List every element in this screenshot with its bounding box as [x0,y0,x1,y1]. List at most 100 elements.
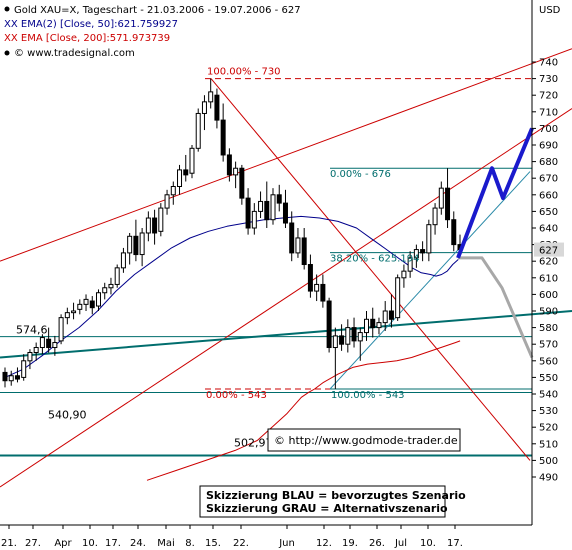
candle-body [120,252,126,269]
candle-body [270,194,276,221]
y-tick-label: 720 [539,91,558,102]
y-tick-label: 680 [539,157,558,168]
chart-title: Gold XAU=X, Tageschart - 21.03.2006 - 19… [14,5,301,16]
candle-body [220,119,226,156]
y-tick-label: 500 [539,456,558,467]
candle-body [114,267,120,285]
candle-body [301,237,307,266]
candle-body [445,187,451,221]
y-tick-label: 530 [539,406,558,417]
candle-body [314,283,320,292]
x-tick-label: 10. [420,538,436,549]
y-tick-label: 650 [539,207,558,218]
header-marker-icon [4,6,10,12]
x-tick-label: 21. [1,538,17,549]
candle-body [388,310,394,320]
candle-body [251,210,257,229]
candle-body [152,217,158,234]
candle-body [276,194,282,204]
candle-body [108,283,114,289]
candle-body [326,300,332,349]
credit-marker-icon [4,50,10,56]
candle-body [39,337,45,349]
candle-body [307,264,313,292]
legend-blue-scenario: Skizzierung BLAU = bevorzugtes Szenario [206,489,466,502]
teal-support-trendline [0,310,572,359]
x-tick-label: 17. [447,538,463,549]
scenario-legend-box [199,485,446,518]
candle-body [145,217,151,234]
y-axis-unit-label: USD [539,5,561,16]
candle-body [320,283,326,302]
x-tick-label: 15. [205,538,221,549]
candle-body [370,318,376,329]
x-tick-label: 27. [25,538,41,549]
candle-body [282,202,288,224]
x-tick-label: 10. [82,538,98,549]
y-tick-label: 690 [539,141,558,152]
ema50-legend: XX EMA(2) [Close, 50]:621.759927 [4,19,178,30]
fib-level-label: 100.00% - 730 [207,67,281,78]
candle-body [382,310,388,324]
y-tick-label: 560 [539,356,558,367]
red-lower-channel-trendline [0,108,572,488]
red-downtrend-trendline [210,78,531,461]
candle-body [21,360,27,378]
candle-body [376,322,382,329]
y-tick-label: 580 [539,323,558,334]
support-value-label: 574,6 [16,324,48,337]
candle-body [295,237,301,254]
x-tick-label: Apr [54,538,72,549]
gray-scenario-projection [458,256,534,359]
y-tick-label: 710 [539,107,558,118]
candle-body [258,200,264,212]
candle-body [345,327,351,345]
candle-body [264,200,270,221]
x-tick-label: 22. [233,538,249,549]
candle-body [432,207,438,226]
blue-scenario-projection [456,127,534,259]
candle-body [102,287,108,294]
candle-body [170,186,176,196]
y-tick-label: 550 [539,373,558,384]
x-tick-label: Mai [157,538,175,549]
x-tick-label: 24. [130,538,146,549]
candle-body [77,303,83,310]
candle-body [52,342,58,349]
candle-body [289,222,295,254]
candle-body [189,147,195,174]
y-tick-label: 620 [539,257,558,268]
last-price-box [534,242,564,257]
last-price-label: 627 [539,246,558,257]
y-tick-label: 660 [539,190,558,201]
fib-level-label: 0.00% - 543 [206,390,267,401]
candle-body [2,371,8,382]
candle-body [95,292,101,307]
y-tick-label: 730 [539,74,558,85]
fib-level-label: 100.00% - 543 [331,390,405,401]
x-tick-label: 26. [369,538,385,549]
candle-body [407,257,413,272]
candle-body [89,300,95,309]
candle-body [226,154,232,176]
candle-body [139,232,145,256]
candle-body [233,167,239,176]
candle-body [195,112,201,149]
candle-body [239,167,245,199]
red-upper-channel-trendline [0,48,572,262]
y-tick-label: 700 [539,124,558,135]
candle-body [33,347,39,353]
candle-body [401,270,407,279]
copyright-text: © http://www.godmode-trader.de [274,434,458,447]
candle-body [64,312,70,319]
candle-body [71,310,77,314]
y-tick-label: 570 [539,340,558,351]
y-tick-label: 740 [539,58,558,69]
ema200-series-line [146,340,461,481]
candle-body [339,335,345,345]
y-tick-label: 640 [539,224,558,235]
candle-body [214,94,220,121]
copyright-box [267,428,461,452]
